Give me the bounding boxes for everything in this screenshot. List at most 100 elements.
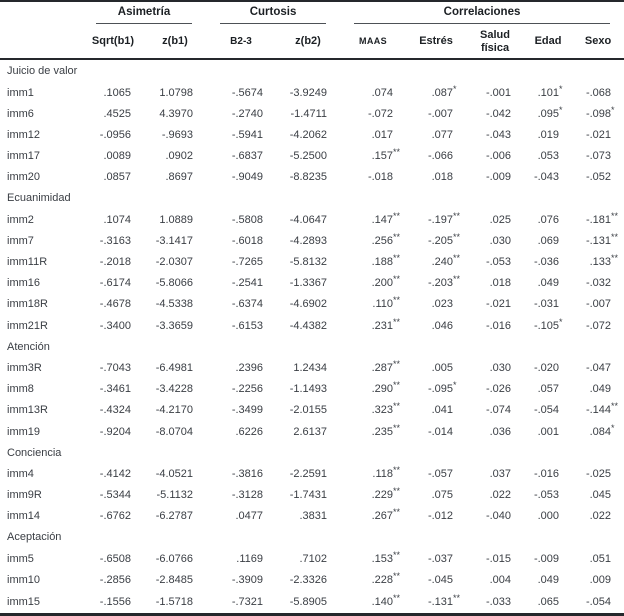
cell-value: -4.2893 bbox=[289, 234, 328, 247]
cell-value: -8.0704 bbox=[155, 425, 194, 438]
row-label: imm12 bbox=[7, 128, 41, 141]
cell-value: -.144** bbox=[585, 401, 619, 417]
cell-value: -.052 bbox=[585, 171, 612, 184]
cell-value: .049 bbox=[537, 277, 560, 290]
cell-value: -.3400 bbox=[99, 319, 131, 332]
cell-value: -.2256 bbox=[231, 383, 264, 396]
cell-value: -5.8132 bbox=[289, 256, 328, 269]
cell-value: -.073 bbox=[585, 150, 612, 163]
cell-value: -.5941 bbox=[231, 128, 264, 141]
cell-value: .157** bbox=[371, 147, 401, 163]
column-header-maas: MAAS bbox=[340, 25, 407, 60]
cell-value: .087* bbox=[431, 83, 457, 99]
cell-value: -5.8905 bbox=[289, 595, 328, 608]
cell-value: -.040 bbox=[485, 510, 512, 523]
cell-value: .4525 bbox=[103, 107, 131, 120]
column-header-row: Sqrt(b1) z(b1) B2-3 z(b2) MAAS Estrés Sa… bbox=[0, 25, 624, 60]
section-title: Conciencia bbox=[7, 446, 62, 459]
cell-value: -.018 bbox=[367, 171, 394, 184]
cell-value: -4.4382 bbox=[289, 319, 328, 332]
cell-value: -1.7431 bbox=[289, 489, 328, 502]
cell-value: -.001 bbox=[485, 86, 512, 99]
cell-value: -.2856 bbox=[99, 573, 131, 586]
cell-value: -.3163 bbox=[99, 234, 131, 247]
cell-value: -1.4711 bbox=[290, 107, 328, 120]
cell-value: .6226 bbox=[235, 425, 264, 438]
cell-value: -.043 bbox=[533, 171, 560, 184]
group-header-correlaciones: Correlaciones bbox=[340, 1, 624, 25]
cell-value: -.021 bbox=[585, 128, 612, 141]
table-row: imm1 .1065 1.0798 -.5674 -3.9249 .074 .087* -.0… bbox=[0, 82, 624, 103]
section-title: Ecuanimidad bbox=[7, 192, 71, 205]
cell-value: -4.2170 bbox=[155, 404, 194, 417]
cell-value: -3.4228 bbox=[155, 383, 194, 396]
cell-value: .000 bbox=[537, 510, 560, 523]
cell-value: -.3128 bbox=[231, 489, 264, 502]
row-label: imm14 bbox=[7, 510, 41, 523]
row-label: imm19 bbox=[7, 425, 41, 438]
cell-value: -.4324 bbox=[99, 404, 131, 417]
cell-value: .017 bbox=[371, 128, 394, 141]
cell-value: .019 bbox=[537, 128, 560, 141]
group-header-row: Asimetría Curtosis Correlaciones bbox=[0, 1, 624, 25]
table-row: imm13R -.4324 -4.2170 -.3499 -2.0155 .323** .0… bbox=[0, 400, 624, 421]
table-row: imm4 -.4142 -4.0521 -.3816 -2.2591 .118** -.05… bbox=[0, 463, 624, 484]
cell-value: .267** bbox=[371, 507, 401, 523]
cell-value: -.012 bbox=[427, 510, 454, 523]
cell-value: -.4142 bbox=[99, 467, 131, 480]
cell-value: 1.0889 bbox=[159, 213, 194, 226]
corner-cell bbox=[0, 1, 82, 25]
cell-value: -.021 bbox=[485, 298, 512, 311]
cell-value: -.6174 bbox=[99, 277, 131, 290]
group-underline: Correlaciones bbox=[354, 3, 611, 24]
cell-value: -2.0155 bbox=[289, 404, 328, 417]
cell-value: .025 bbox=[489, 213, 512, 226]
cell-value: -.014 bbox=[427, 425, 454, 438]
row-label: imm3R bbox=[7, 361, 42, 374]
cell-value: .046 bbox=[431, 319, 454, 332]
cell-value: .133** bbox=[589, 253, 619, 269]
cell-value: -.9204 bbox=[99, 425, 131, 438]
cell-value: -5.1132 bbox=[156, 489, 194, 502]
row-label: imm1 bbox=[7, 86, 34, 99]
cell-value: .2396 bbox=[235, 361, 264, 374]
cell-value: -.205** bbox=[427, 231, 461, 247]
cell-value: .041 bbox=[431, 404, 454, 417]
cell-value: .1169 bbox=[236, 552, 264, 565]
row-label: imm15 bbox=[7, 595, 41, 608]
cell-value: -.2740 bbox=[231, 107, 264, 120]
column-header-sexo: Sexo bbox=[572, 25, 624, 60]
row-label: imm4 bbox=[7, 467, 34, 480]
cell-value: .022 bbox=[589, 510, 612, 523]
cell-value: -.066 bbox=[427, 150, 454, 163]
row-label: imm18R bbox=[7, 298, 48, 311]
table-row: imm8 -.3461 -3.4228 -.2256 -1.1493 .290** -.09… bbox=[0, 379, 624, 400]
cell-value: .200** bbox=[371, 274, 401, 290]
cell-value: -3.3659 bbox=[155, 319, 194, 332]
cell-value: -.026 bbox=[485, 383, 512, 396]
cell-value: -.072 bbox=[367, 107, 394, 120]
cell-value: -.037 bbox=[427, 552, 454, 565]
cell-value: -6.4981 bbox=[155, 361, 194, 374]
row-label: imm2 bbox=[7, 213, 34, 226]
cell-value: .001 bbox=[537, 425, 560, 438]
table-row: imm7 -.3163 -3.1417 -.6018 -4.2893 .256** -.20… bbox=[0, 230, 624, 251]
table-row: imm2 .1074 1.0889 -.5808 -4.0647 .147** -.197*… bbox=[0, 209, 624, 230]
column-header-salud-fisica: Salud física bbox=[466, 25, 525, 60]
cell-value: -4.5338 bbox=[155, 298, 194, 311]
cell-value: -.015 bbox=[485, 552, 512, 565]
table-row: imm3R -.7043 -6.4981 .2396 1.2434 .287** .005.… bbox=[0, 357, 624, 378]
cell-value: .076 bbox=[537, 213, 560, 226]
cell-value: -2.2591 bbox=[289, 467, 328, 480]
cell-value: -.072 bbox=[585, 319, 612, 332]
cell-value: .057 bbox=[537, 383, 560, 396]
table-row: imm21R -.3400 -3.3659 -.6153 -4.4382 .231** .0… bbox=[0, 315, 624, 336]
cell-value: -.032 bbox=[585, 277, 612, 290]
section-row: Conciencia bbox=[0, 442, 624, 463]
cell-value: .036 bbox=[489, 425, 512, 438]
cell-value: -.068 bbox=[585, 86, 612, 99]
cell-value: .045 bbox=[589, 489, 612, 502]
cell-value: -.1556 bbox=[99, 595, 131, 608]
row-label: imm8 bbox=[7, 383, 34, 396]
